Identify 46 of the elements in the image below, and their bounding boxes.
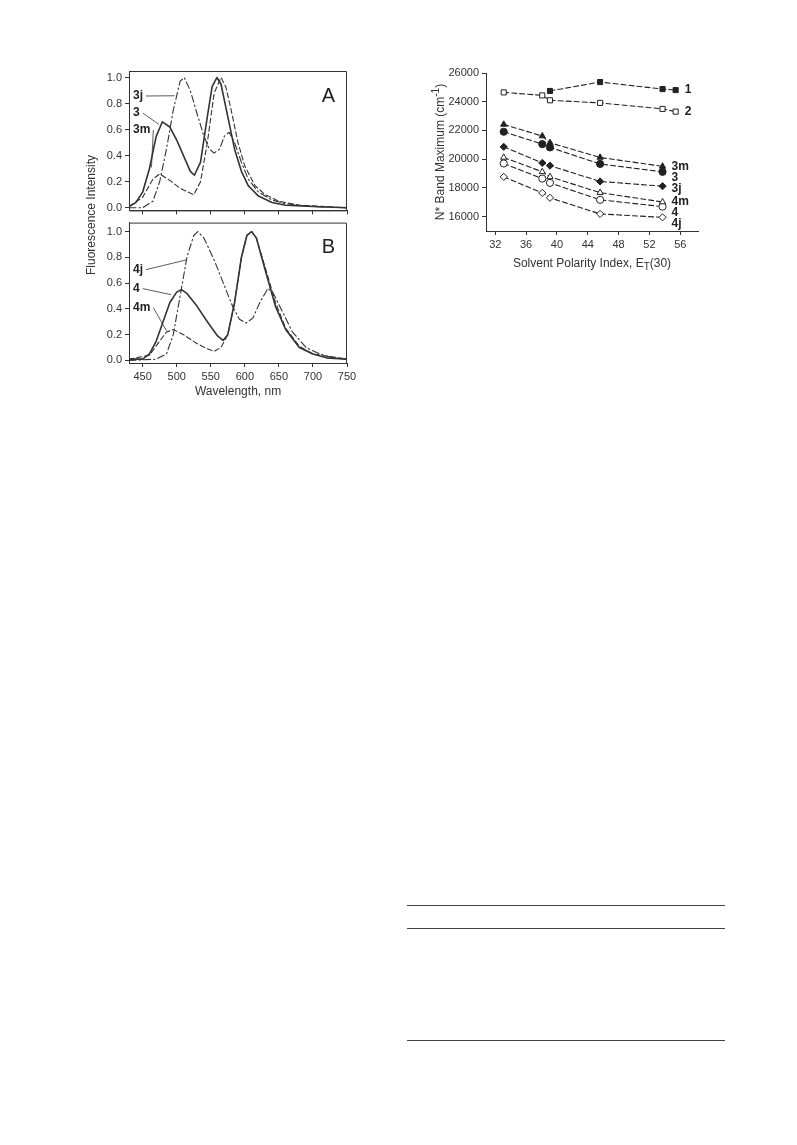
annotation: B — [321, 235, 335, 258]
x-axis-title: Solvent Polarity Index, E$_{T}$(30) — [512, 255, 672, 273]
annotation: A — [321, 83, 336, 106]
y-tick-label: 24000 — [448, 94, 479, 107]
x-tick-label: 650 — [269, 369, 289, 382]
y-tick-label: 1.0 — [106, 70, 122, 83]
x-tick-label: 48 — [612, 237, 625, 250]
series-label: 4j — [671, 216, 682, 231]
y-tick-label: 0.6 — [106, 276, 122, 289]
y-tick-label: 18000 — [448, 180, 479, 193]
x-tick-label: 56 — [674, 237, 687, 250]
y-tick-label: 26000 — [448, 66, 479, 79]
annotation: 3m — [133, 122, 151, 137]
x-tick-label: 700 — [303, 369, 323, 382]
x-tick-label: 44 — [581, 237, 594, 250]
y-tick-label: 0.8 — [106, 250, 122, 263]
x-tick-label: 32 — [489, 237, 502, 250]
y-tick-label: 1.0 — [106, 224, 122, 237]
x-tick-label: 450 — [133, 369, 152, 382]
y-tick-label: 20000 — [448, 152, 479, 165]
y-tick-label: 0.8 — [106, 96, 122, 109]
annotation: 4m — [133, 299, 151, 314]
series-label: 2 — [684, 103, 692, 118]
y-tick-label: 0.4 — [106, 148, 122, 161]
y-tick-label: 0.0 — [106, 353, 122, 366]
x-tick-label: 550 — [201, 369, 220, 382]
annotation: 4j — [133, 261, 144, 276]
annotation: 3 — [133, 105, 140, 120]
y-axis-title: Fluorescence Intensity — [84, 154, 98, 276]
x-tick-label: 40 — [550, 237, 564, 250]
y-tick-label: 0.2 — [106, 327, 122, 340]
y-tick-label: 0.4 — [106, 301, 122, 314]
series-label: 1 — [684, 82, 692, 97]
y-tick-label: 22000 — [448, 123, 479, 136]
y-tick-label: 0.0 — [106, 200, 122, 213]
x-tick-label: 36 — [519, 237, 533, 250]
x-tick-label: 600 — [235, 369, 254, 382]
x-tick-label: 750 — [337, 369, 357, 382]
y-tick-label: 0.2 — [106, 174, 122, 187]
x-axis-title: Wavelength, nm — [194, 384, 282, 399]
x-tick-label: 500 — [167, 369, 186, 382]
annotation: 3j — [133, 88, 144, 103]
annotation: 4 — [133, 280, 140, 295]
y-tick-label: 0.6 — [106, 122, 122, 135]
x-tick-label: 52 — [643, 237, 656, 250]
y-tick-label: 16000 — [448, 209, 479, 222]
